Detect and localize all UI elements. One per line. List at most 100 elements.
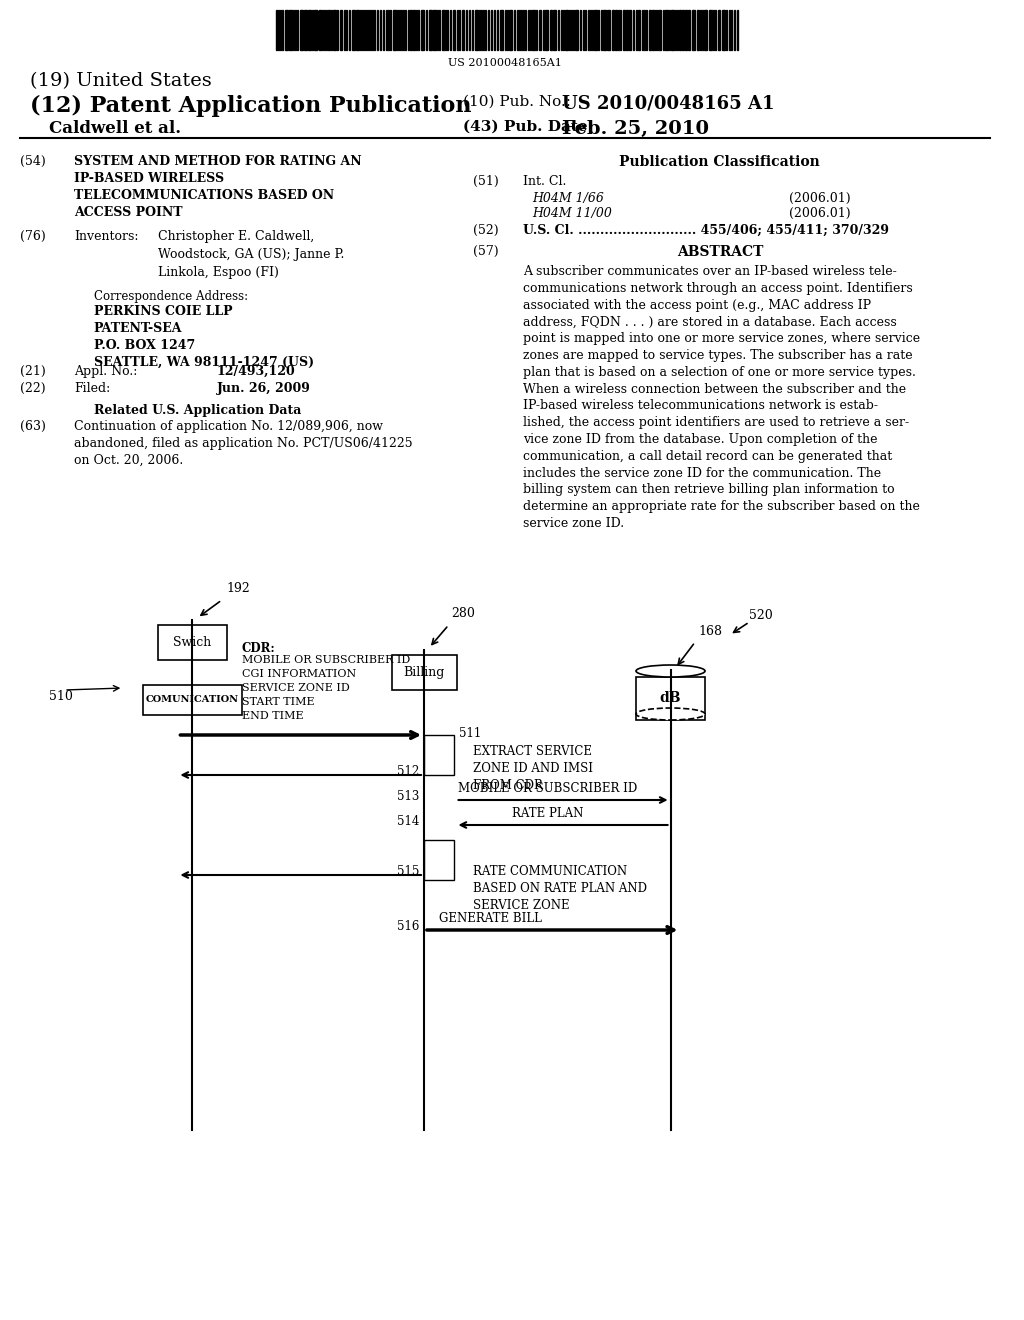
Text: (2006.01): (2006.01) [788, 207, 851, 220]
Bar [705, 11, 707, 50]
Bar [629, 11, 631, 50]
Text: COMUNICATION: COMUNICATION [145, 696, 239, 705]
Text: H04M 1/66: H04M 1/66 [532, 191, 604, 205]
Bar [356, 11, 359, 50]
Text: Appl. No.:: Appl. No.: [74, 366, 137, 378]
Text: (22): (22) [19, 381, 45, 395]
Bar [685, 11, 687, 50]
Text: Inventors:: Inventors: [74, 230, 138, 243]
Bar [692, 11, 695, 50]
Bar [546, 11, 548, 50]
Bar [300, 11, 303, 50]
Bar [638, 11, 640, 50]
Text: (2006.01): (2006.01) [788, 191, 851, 205]
Bar [649, 11, 651, 50]
Text: US 2010/0048165 A1: US 2010/0048165 A1 [562, 95, 774, 114]
Text: 12/493,120: 12/493,120 [217, 366, 296, 378]
Bar [550, 11, 552, 50]
Bar [594, 11, 597, 50]
Bar [574, 11, 578, 50]
Text: RATE PLAN: RATE PLAN [512, 807, 583, 820]
Text: GENERATE BILL: GENERATE BILL [439, 912, 542, 925]
Text: A subscriber communicates over an IP-based wireless tele-
communications network: A subscriber communicates over an IP-bas… [522, 265, 920, 531]
Text: dB: dB [659, 690, 681, 705]
Bar [459, 11, 461, 50]
Text: (19) United States: (19) United States [30, 73, 211, 90]
Bar [553, 11, 556, 50]
Text: 168: 168 [698, 624, 722, 638]
Bar [329, 11, 331, 50]
Text: 516: 516 [396, 920, 419, 933]
Text: CDR:: CDR: [242, 642, 275, 655]
Text: MOBILE OR SUBSCRIBER ID: MOBILE OR SUBSCRIBER ID [458, 781, 637, 795]
Text: (76): (76) [19, 230, 45, 243]
Bar [433, 11, 436, 50]
Bar [665, 11, 668, 50]
Bar [392, 655, 457, 690]
Text: Swich: Swich [173, 636, 211, 649]
Bar [340, 11, 342, 50]
Text: 513: 513 [396, 789, 419, 803]
Ellipse shape [636, 708, 706, 719]
Text: (54): (54) [19, 154, 45, 168]
Bar [319, 11, 322, 50]
Bar [612, 11, 614, 50]
Text: 514: 514 [396, 814, 419, 828]
Text: SYSTEM AND METHOD FOR RATING AN
IP-BASED WIRELESS
TELECOMMUNICATIONS BASED ON
AC: SYSTEM AND METHOD FOR RATING AN IP-BASED… [74, 154, 361, 219]
Bar [424, 840, 454, 880]
Text: Feb. 25, 2010: Feb. 25, 2010 [562, 120, 709, 139]
Bar [658, 11, 660, 50]
Text: (63): (63) [19, 420, 46, 433]
Bar [313, 11, 316, 50]
Text: Related U.S. Application Data: Related U.S. Application Data [93, 404, 301, 417]
Bar [307, 11, 310, 50]
Bar [679, 11, 681, 50]
Bar [421, 11, 424, 50]
Bar [600, 11, 602, 50]
Bar [393, 11, 396, 50]
Bar [673, 11, 675, 50]
Ellipse shape [636, 665, 706, 677]
Bar [697, 11, 699, 50]
Bar [453, 11, 455, 50]
Bar [607, 11, 610, 50]
Bar [158, 624, 226, 660]
Text: (12) Patent Application Publication: (12) Patent Application Publication [30, 95, 471, 117]
Bar [387, 11, 389, 50]
Bar [424, 735, 454, 775]
Text: 511: 511 [459, 727, 480, 741]
Text: (21): (21) [19, 366, 45, 378]
Bar [722, 11, 725, 50]
Bar [718, 11, 720, 50]
Bar [333, 11, 336, 50]
Text: 520: 520 [750, 609, 773, 622]
Bar [475, 11, 478, 50]
Bar [603, 11, 606, 50]
Bar [429, 11, 432, 50]
Text: Filed:: Filed: [74, 381, 111, 395]
Bar [411, 11, 413, 50]
Text: Caldwell et al.: Caldwell et al. [49, 120, 181, 137]
Bar [143, 685, 242, 715]
Text: Jun. 26, 2009: Jun. 26, 2009 [217, 381, 311, 395]
Text: (52): (52) [473, 224, 499, 238]
Text: MOBILE OR SUBSCRIBER ID
CGI INFORMATION
SERVICE ZONE ID
START TIME
END TIME: MOBILE OR SUBSCRIBER ID CGI INFORMATION … [242, 655, 410, 721]
Bar [636, 677, 706, 719]
Text: (57): (57) [473, 246, 499, 257]
Text: (43) Pub. Date:: (43) Pub. Date: [464, 120, 594, 135]
Bar [624, 11, 626, 50]
Bar [285, 11, 288, 50]
Bar [540, 11, 542, 50]
Text: Billing: Billing [403, 667, 444, 678]
Text: ABSTRACT: ABSTRACT [677, 246, 763, 259]
Bar [626, 11, 628, 50]
Bar [304, 11, 306, 50]
Text: (10) Pub. No.:: (10) Pub. No.: [464, 95, 571, 110]
Text: Continuation of application No. 12/089,906, now
abandoned, filed as application : Continuation of application No. 12/089,9… [74, 420, 413, 467]
Text: PERKINS COIE LLP
PATENT-SEA
P.O. BOX 1247
SEATTLE, WA 98111-1247 (US): PERKINS COIE LLP PATENT-SEA P.O. BOX 124… [93, 305, 313, 370]
Text: Int. Cl.: Int. Cl. [522, 176, 566, 187]
Text: RATE COMMUNICATION
BASED ON RATE PLAN AND
SERVICE ZONE: RATE COMMUNICATION BASED ON RATE PLAN AN… [473, 865, 647, 912]
Bar [352, 11, 355, 50]
Bar [565, 11, 568, 50]
Bar [413, 11, 415, 50]
